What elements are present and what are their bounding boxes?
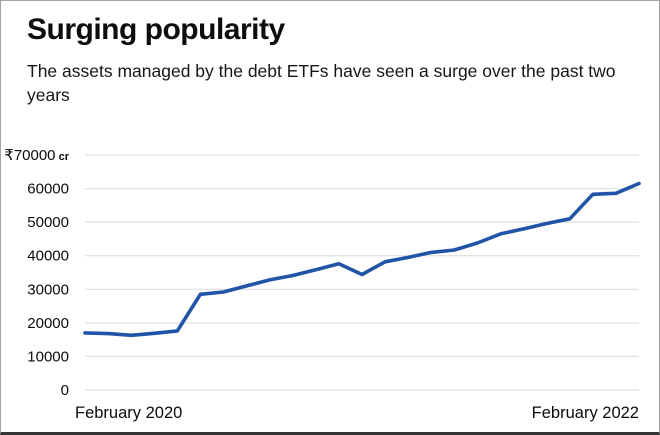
y-axis-tick-label: 10000 — [27, 348, 69, 365]
x-axis-label-start: February 2020 — [75, 404, 182, 422]
y-axis-tick-label: 0 — [61, 382, 69, 399]
y-axis-tick-label: 20000 — [27, 315, 69, 332]
chart-subtitle: The assets managed by the debt ETFs have… — [27, 61, 616, 106]
y-axis-tick-label: 50000 — [27, 214, 69, 231]
x-axis-label-end: February 2022 — [532, 404, 639, 422]
trend-line — [83, 181, 641, 338]
y-axis-tick-label: 60000 — [27, 181, 69, 198]
page-title: Surging popularity — [27, 13, 285, 46]
y-axis-tick-label: 40000 — [27, 248, 69, 265]
y-axis-tick-label: 30000 — [27, 281, 69, 298]
y-axis-top-tick-label: ₹70000 cr — [4, 147, 69, 164]
